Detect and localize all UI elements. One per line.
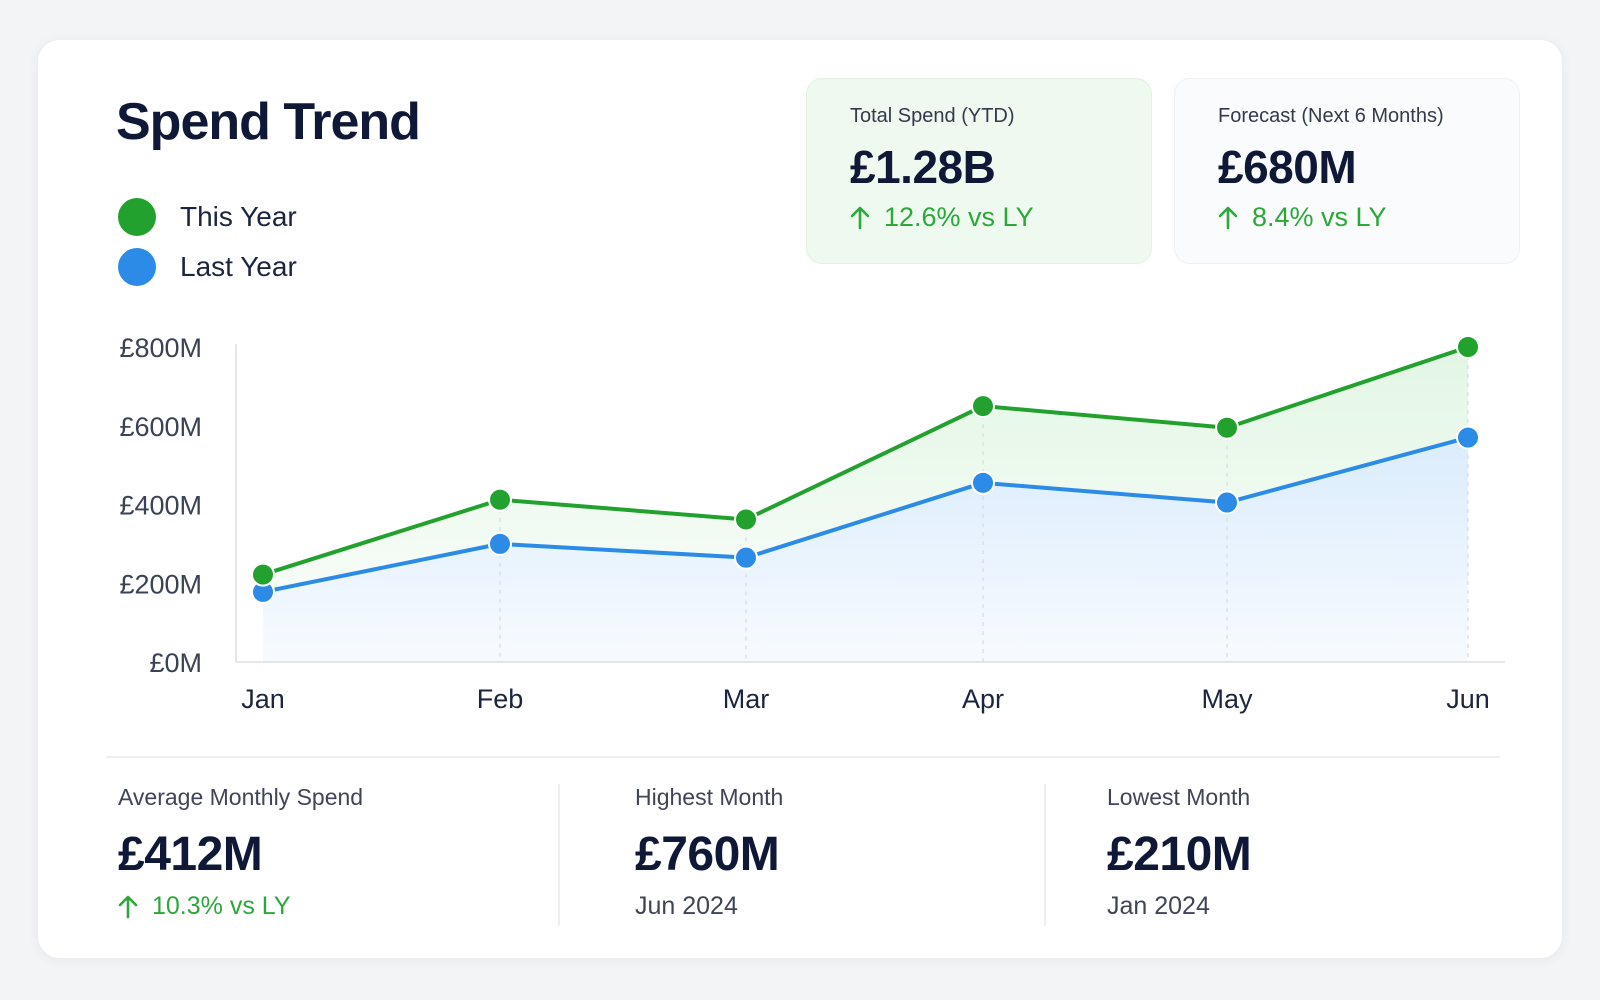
stat-average-value: £412M — [118, 828, 263, 881]
stat-lowest-value: £210M — [1107, 828, 1252, 881]
y-tick-label: £800M — [119, 333, 202, 363]
x-tick-label: May — [1201, 684, 1253, 714]
stat-separator — [558, 784, 560, 926]
series-line-last-year — [261, 435, 1470, 594]
stat-average-monthly: Average Monthly Spend £412M 10.3% vs LY — [118, 784, 363, 921]
legend-item-last-year[interactable]: Last Year — [118, 242, 297, 292]
stat-average-label: Average Monthly Spend — [118, 784, 364, 810]
series-line-this-year — [261, 345, 1470, 577]
data-point-this-year — [488, 487, 512, 512]
kpi-forecast-change-text: 8.4% vs LY — [1252, 202, 1387, 232]
data-point-last-year — [1215, 490, 1239, 515]
x-tick-label: Feb — [477, 684, 524, 714]
kpi-forecast-value: £680M — [1218, 141, 1357, 193]
stats-divider — [106, 756, 1500, 758]
stat-highest-date: Jun 2024 — [635, 892, 738, 920]
legend-dot-last-year — [118, 248, 156, 286]
data-point-last-year — [488, 531, 512, 556]
data-point-last-year — [971, 470, 995, 495]
chart-title: Spend Trend — [116, 93, 421, 151]
stat-lowest-label: Lowest Month — [1107, 784, 1251, 810]
kpi-total-label: Total Spend (YTD) — [850, 105, 1015, 127]
y-tick-label: £400M — [119, 491, 202, 521]
stat-lowest-month: Lowest Month £210M Jan 2024 — [1107, 784, 1252, 921]
stat-average-change-text: 10.3% vs LY — [152, 892, 291, 920]
kpi-total-change-text: 12.6% vs LY — [884, 202, 1034, 232]
data-point-this-year — [1456, 335, 1480, 359]
x-tick-label: Apr — [962, 684, 1004, 714]
kpi-forecast[interactable]: Forecast (Next 6 Months) £680M 8.4% vs L… — [1174, 78, 1520, 264]
kpi-forecast-change: 8.4% vs LY — [1218, 202, 1519, 233]
data-point-this-year — [971, 394, 995, 419]
kpi-total-change: 12.6% vs LY — [850, 202, 1151, 233]
arrow-up-icon — [850, 206, 870, 229]
data-point-last-year — [734, 545, 758, 570]
kpi-total-value: £1.28B — [850, 141, 996, 193]
x-tick-label: Mar — [723, 684, 770, 714]
area-last-year — [263, 437, 1468, 662]
y-tick-label: £0M — [149, 648, 202, 678]
data-point-last-year — [1456, 425, 1480, 450]
legend-item-this-year[interactable]: This Year — [118, 192, 297, 242]
data-point-this-year — [251, 562, 275, 587]
data-point-this-year — [1215, 415, 1239, 440]
stat-highest-value: £760M — [635, 828, 780, 881]
chart-legend: This Year Last Year — [118, 192, 297, 292]
legend-dot-this-year — [118, 198, 156, 236]
x-tick-label: Jun — [1446, 684, 1490, 714]
x-tick-label: Jan — [241, 684, 285, 714]
area-between-series — [263, 347, 1468, 592]
kpi-total-spend[interactable]: Total Spend (YTD) £1.28B 12.6% vs LY — [806, 78, 1152, 264]
kpi-forecast-label: Forecast (Next 6 Months) — [1218, 105, 1444, 127]
legend-label-this-year: This Year — [180, 201, 297, 232]
stat-separator — [1044, 784, 1046, 926]
arrow-up-icon — [118, 895, 138, 918]
y-tick-label: £600M — [119, 412, 202, 442]
legend-label-last-year: Last Year — [180, 251, 297, 282]
stat-lowest-date: Jan 2024 — [1107, 892, 1210, 920]
stat-highest-label: Highest Month — [635, 784, 784, 810]
y-tick-label: £200M — [119, 569, 202, 599]
stat-average-change: 10.3% vs LY — [118, 892, 363, 921]
data-point-this-year — [734, 507, 758, 532]
stat-highest-month: Highest Month £760M Jun 2024 — [635, 784, 783, 921]
arrow-up-icon — [1218, 206, 1238, 229]
